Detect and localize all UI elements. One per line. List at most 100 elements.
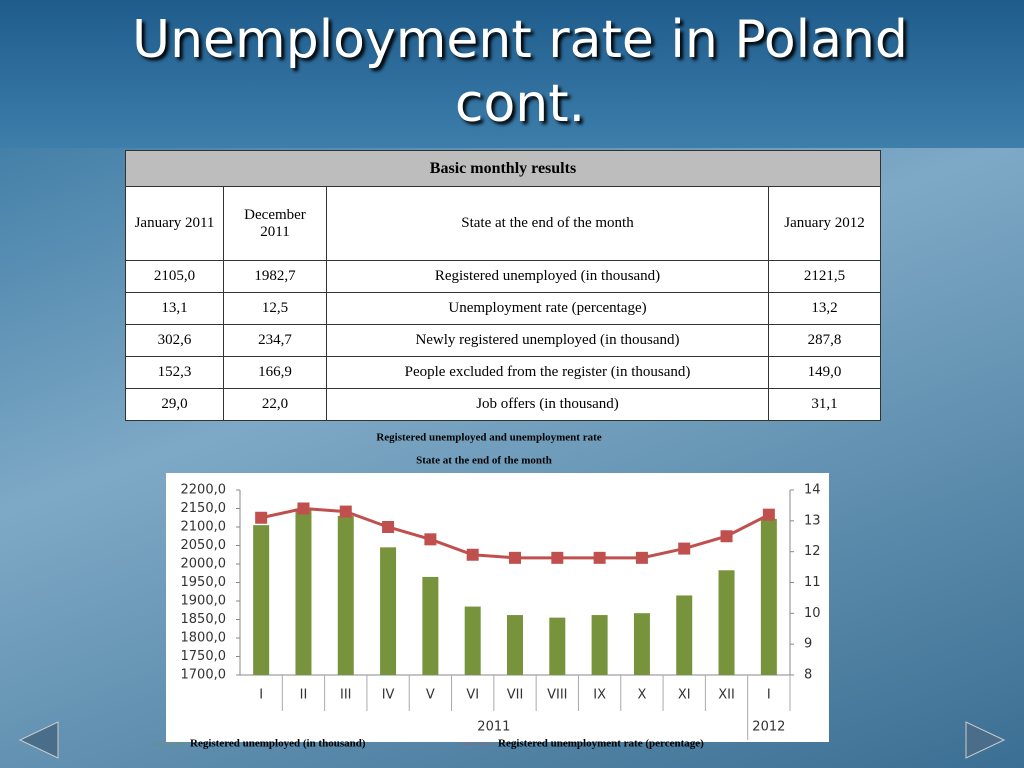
y-tick-label: 2050,0 [181, 538, 227, 553]
x-tick-label: VI [466, 688, 479, 703]
chart-title: Registered unemployed and unemployment r… [376, 432, 601, 444]
legend-label: Registered unemployment rate (percentage… [498, 738, 704, 750]
slide-title: Unemployment rate in Poland cont. [132, 10, 908, 134]
line-marker [297, 502, 310, 515]
bar [549, 617, 566, 675]
line-marker [382, 521, 395, 533]
line-marker [339, 505, 352, 518]
header-cell: January 2012 [768, 186, 881, 261]
table-cell: 13,1 [125, 292, 224, 325]
x-tick-label: XI [678, 688, 691, 703]
table-row: 152,3 166,9 People excluded from the regis… [125, 356, 881, 389]
table-row: 29,0 22,0 Job offers (in thousand) 31,1 [125, 388, 881, 421]
prev-arrow[interactable] [18, 721, 59, 759]
table-cell: Newly registered unemployed (in thousand… [326, 324, 769, 357]
y2-tick-label: 12 [804, 544, 821, 559]
line-marker [466, 548, 479, 561]
line-marker [255, 511, 268, 524]
y2-tick-label: 11 [804, 575, 821, 590]
x-tick-label: IV [382, 688, 395, 703]
y-tick-label: 1750,0 [181, 649, 227, 664]
line-marker [424, 533, 437, 546]
table-row: 302,6 234,7 Newly registered unemployed (i… [125, 324, 881, 357]
table-caption: Basic monthly results [125, 150, 881, 187]
x-tick-label: I [259, 688, 263, 703]
table-row: 13,1 12,5 Unemployment rate (percentage) 13… [125, 292, 881, 325]
y-tick-label: 1900,0 [181, 594, 227, 609]
table-cell: 234,7 [223, 324, 327, 357]
x-tick-label: X [637, 688, 646, 703]
x-tick-label: V [426, 688, 435, 703]
bar [507, 615, 523, 675]
y-tick-label: 2200,0 [181, 483, 227, 498]
table-cell: 287,8 [768, 324, 881, 357]
table-cell: 302,6 [125, 324, 224, 357]
x-tick-label: XII [718, 688, 735, 703]
y-tick-label: 1800,0 [181, 631, 227, 646]
table-cell: 31,1 [768, 388, 881, 421]
x-tick-label: IX [593, 688, 606, 703]
header-cell: December 2011 [223, 186, 327, 261]
x-group-label: 2011 [477, 720, 510, 735]
bar [337, 515, 354, 675]
y2-tick-label: 14 [804, 483, 821, 498]
line-marker [762, 508, 775, 521]
table-cell: 166,9 [223, 356, 327, 389]
table-cell: 152,3 [125, 356, 224, 389]
chart: Registered unemployed and unemployment r… [18, 432, 1006, 759]
bar [760, 518, 777, 675]
table-cell: 13,2 [768, 292, 881, 325]
legend-label: Registered unemployed (in thousand) [190, 738, 366, 750]
chart-background [166, 473, 829, 742]
results-table: Basic monthly results January 2011 Decem… [125, 150, 881, 421]
bar [591, 615, 608, 675]
table-cell: Job offers (in thousand) [326, 388, 769, 421]
table-cell: 12,5 [223, 292, 327, 325]
line-marker [720, 530, 733, 543]
y-tick-label: 2150,0 [181, 501, 227, 516]
table-cell: 22,0 [223, 388, 327, 421]
table-row: 2105,0 1982,7 Registered unemployed (in th… [125, 260, 881, 293]
next-arrow[interactable] [965, 721, 1006, 759]
line-marker [678, 542, 691, 555]
line-marker [635, 551, 648, 564]
table-cell: 1982,7 [223, 260, 327, 293]
table-cell: Unemployment rate (percentage) [326, 292, 769, 325]
table-cell: 2121,5 [768, 260, 881, 293]
chart-subtitle: State at the end of the month [416, 455, 552, 467]
bar [422, 576, 439, 675]
table-cell: People excluded from the register (in th… [326, 356, 769, 389]
bar [718, 570, 735, 675]
line-marker [509, 551, 521, 564]
x-tick-label: I [767, 688, 771, 703]
x-tick-label: II [300, 688, 308, 703]
y-tick-label: 1700,0 [181, 668, 227, 683]
y-tick-label: 2000,0 [181, 557, 227, 572]
y-tick-label: 1950,0 [181, 575, 227, 590]
line-marker [551, 551, 564, 564]
table-cell: Registered unemployed (in thousand) [326, 260, 769, 293]
line-marker [593, 551, 606, 564]
title-banner [0, 0, 1024, 148]
x-tick-label: VIII [547, 688, 567, 703]
y2-tick-label: 10 [804, 606, 821, 621]
x-group-label: 2012 [752, 720, 785, 735]
bar [253, 525, 270, 675]
bar [633, 613, 650, 675]
bar [380, 547, 397, 675]
header-cell: January 2011 [125, 186, 224, 261]
table-cell: 2105,0 [125, 260, 224, 293]
y2-tick-label: 9 [804, 637, 812, 652]
table-cell: 149,0 [768, 356, 881, 389]
table-cell: 29,0 [125, 388, 224, 421]
y-tick-label: 1850,0 [181, 612, 227, 627]
bar [295, 508, 312, 675]
header-cell: State at the end of the month [326, 186, 769, 261]
y2-tick-label: 8 [804, 668, 812, 683]
y2-tick-label: 13 [804, 513, 821, 528]
y-tick-label: 2100,0 [181, 520, 227, 535]
bar [676, 595, 693, 675]
x-tick-label: III [340, 688, 352, 703]
x-tick-label: VII [507, 688, 524, 703]
